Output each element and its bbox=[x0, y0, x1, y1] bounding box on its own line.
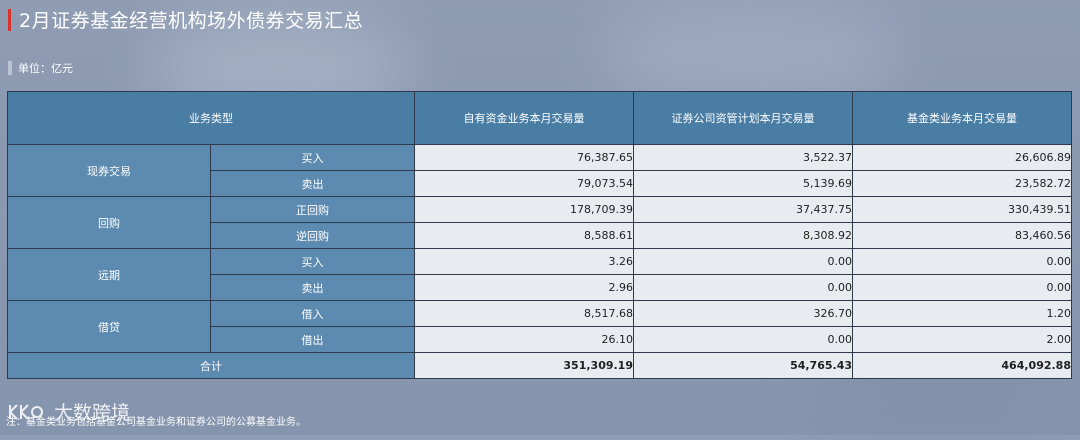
table-row: 借贷 借入 8,517.68 326.70 1.20 bbox=[7, 300, 1072, 353]
value-cell: 76,387.65 bbox=[414, 144, 634, 171]
subtype-cell: 买入 bbox=[210, 248, 415, 275]
value-cell: 326.70 bbox=[633, 300, 853, 327]
watermark-text: 大数跨境 bbox=[54, 402, 131, 424]
value-cell: 26.10 bbox=[414, 326, 634, 353]
unit-label: 单位：亿元 bbox=[8, 60, 73, 76]
subtype-cell: 正回购 bbox=[210, 196, 415, 223]
value-cell: 0.00 bbox=[633, 248, 853, 275]
subtype-cell: 借入 bbox=[210, 300, 415, 327]
value-cell: 8,308.92 bbox=[633, 222, 853, 249]
value-cell: 8,588.61 bbox=[414, 222, 634, 249]
watermark: 大数跨境 bbox=[8, 398, 130, 425]
value-cell: 0.00 bbox=[852, 274, 1072, 301]
subtype-cell: 买入 bbox=[210, 144, 415, 171]
value-cell: 8,517.68 bbox=[414, 300, 634, 327]
value-cell: 2.00 bbox=[852, 326, 1072, 353]
value-cell: 1.20 bbox=[852, 300, 1072, 327]
value-cell: 0.00 bbox=[852, 248, 1072, 275]
page-title: 2月证券基金经营机构场外债券交易汇总 bbox=[19, 10, 364, 32]
header-fund-business: 基金类业务本月交易量 bbox=[852, 91, 1072, 145]
table-row: 卖出 79,073.54 5,139.69 23,582.72 bbox=[8, 170, 1072, 197]
footnote: 注：基金类业务包括基金公司基金业务和证券公司的公募基金业务。 bbox=[6, 417, 306, 428]
header-securities-am: 证券公司资管计划本月交易量 bbox=[633, 91, 853, 145]
total-value: 351,309.19 bbox=[414, 352, 634, 379]
value-cell: 330,439.51 bbox=[852, 196, 1072, 223]
value-cell: 5,139.69 bbox=[633, 170, 853, 197]
total-label: 合计 bbox=[7, 352, 415, 379]
value-cell: 3,522.37 bbox=[633, 144, 853, 171]
subtype-cell: 卖出 bbox=[210, 274, 415, 301]
total-value: 54,765.43 bbox=[633, 352, 853, 379]
table-row: 借出 26.10 0.00 2.00 bbox=[8, 326, 1072, 353]
unit-accent-bar bbox=[8, 61, 12, 75]
value-cell: 37,437.75 bbox=[633, 196, 853, 223]
value-cell: 178,709.39 bbox=[414, 196, 634, 223]
value-cell: 2.96 bbox=[414, 274, 634, 301]
unit-text: 单位：亿元 bbox=[18, 62, 73, 75]
value-cell: 3.26 bbox=[414, 248, 634, 275]
subtype-cell: 逆回购 bbox=[210, 222, 415, 249]
category-cell: 现券交易 bbox=[7, 144, 211, 197]
header-business-type: 业务类型 bbox=[7, 91, 415, 145]
category-cell: 借贷 bbox=[7, 300, 211, 353]
value-cell: 83,460.56 bbox=[852, 222, 1072, 249]
table-row: 现券交易 买入 76,387.65 3,522.37 26,606.89 bbox=[7, 144, 1072, 197]
value-cell: 26,606.89 bbox=[852, 144, 1072, 171]
value-cell: 79,073.54 bbox=[414, 170, 634, 197]
table-row: 卖出 2.96 0.00 0.00 bbox=[8, 274, 1072, 301]
table-row: 远期 买入 3.26 0.00 0.00 bbox=[7, 248, 1072, 301]
category-cell: 远期 bbox=[7, 248, 211, 301]
table-row: 回购 正回购 178,709.39 37,437.75 330,439.51 bbox=[7, 196, 1072, 249]
value-cell: 0.00 bbox=[633, 326, 853, 353]
value-cell: 0.00 bbox=[633, 274, 853, 301]
value-cell: 23,582.72 bbox=[852, 170, 1072, 197]
subtype-cell: 借出 bbox=[210, 326, 415, 353]
title-bar: 2月证券基金经营机构场外债券交易汇总 bbox=[8, 6, 363, 33]
trade-summary-table: 业务类型 自有资金业务本月交易量 证券公司资管计划本月交易量 基金类业务本月交易… bbox=[7, 91, 1072, 379]
total-value: 464,092.88 bbox=[852, 352, 1072, 379]
title-accent-bar bbox=[8, 8, 11, 31]
header-own-funds: 自有资金业务本月交易量 bbox=[414, 91, 634, 145]
total-row: 合计 351,309.19 54,765.43 464,092.88 bbox=[7, 352, 1072, 379]
table-row: 逆回购 8,588.61 8,308.92 83,460.56 bbox=[8, 222, 1072, 249]
kk-logo-icon bbox=[9, 403, 43, 420]
table-header-row: 业务类型 自有资金业务本月交易量 证券公司资管计划本月交易量 基金类业务本月交易… bbox=[7, 91, 1072, 145]
category-cell: 回购 bbox=[7, 196, 211, 249]
subtype-cell: 卖出 bbox=[210, 170, 415, 197]
